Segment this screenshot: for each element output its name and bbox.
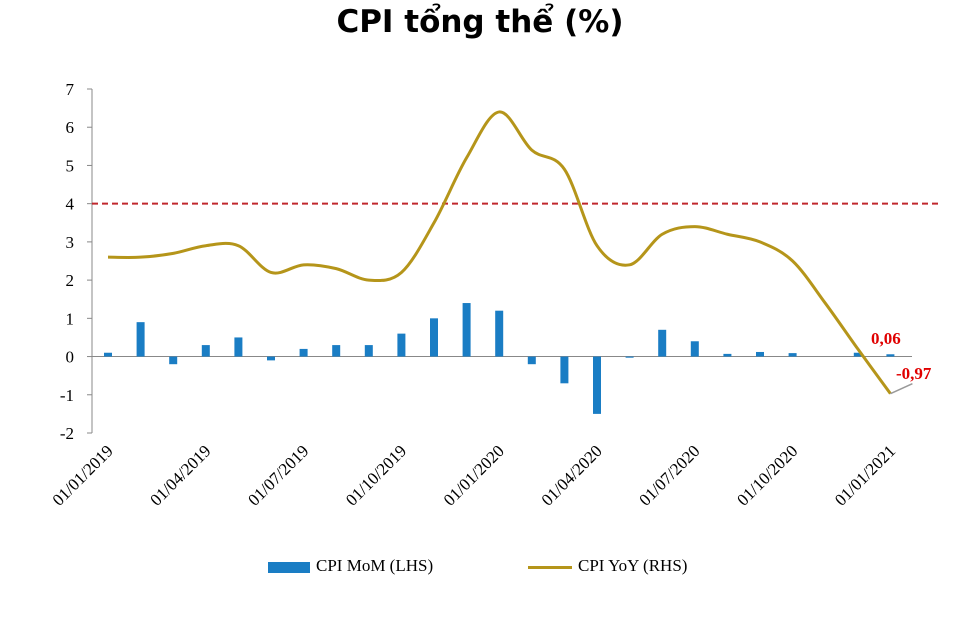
bar-mom — [495, 310, 504, 357]
y-tick-label: 4 — [66, 195, 75, 214]
bar-mom — [756, 351, 764, 357]
bar-mom — [658, 329, 667, 357]
chart-title: CPI tổng thể (%) — [336, 4, 624, 40]
bar-mom — [723, 353, 732, 357]
bar-mom — [299, 348, 308, 357]
bar-mom — [136, 322, 145, 357]
y-tick-label: 5 — [66, 156, 75, 175]
bar-mom — [332, 345, 341, 357]
y-tick-label: 1 — [66, 309, 75, 328]
x-tick-label: 01/01/2019 — [49, 441, 117, 509]
annotation-yoy-last: -0,97 — [896, 364, 932, 383]
bar-mom — [560, 356, 569, 384]
chart-plot: 7 6 5 4 3 2 1 0 -1 -201/01/2019 01/04/2019 01/07/20… — [49, 80, 940, 510]
y-tick-label: 6 — [66, 118, 75, 137]
bar-mom — [169, 356, 178, 365]
y-tick-label: 3 — [66, 233, 75, 252]
bar-mom — [788, 353, 797, 357]
x-tick-label: 01/04/2020 — [538, 441, 606, 509]
bar-mom — [201, 345, 210, 357]
bar-mom — [104, 352, 112, 357]
legend-item-yoy: CPI YoY (RHS) — [528, 556, 687, 576]
bar-mom — [462, 303, 471, 357]
bar-mom — [234, 337, 243, 357]
x-tick-label: 01/01/2020 — [440, 441, 508, 509]
bar-mom — [527, 356, 536, 365]
bar-mom — [593, 356, 601, 414]
y-tick-label: -1 — [60, 386, 74, 405]
bar-mom — [853, 352, 862, 357]
legend-swatch-yoy — [528, 565, 572, 569]
x-tick-label: 01/10/2019 — [342, 441, 410, 509]
legend-item-mom: CPI MoM (LHS) — [268, 556, 433, 576]
y-tick-label: 0 — [66, 348, 75, 367]
annotation-mom-last: 0,06 — [871, 329, 901, 348]
legend-label-yoy: CPI YoY (RHS) — [578, 556, 688, 575]
y-tick-label: -2 — [60, 424, 74, 443]
x-tick-label: 01/10/2020 — [733, 441, 801, 509]
x-tick-label: 01/07/2020 — [635, 441, 703, 509]
bar-mom — [430, 318, 438, 357]
legend-label-mom: CPI MoM (LHS) — [316, 556, 434, 575]
legend-swatch-mom — [268, 561, 310, 573]
y-tick-label: 7 — [66, 80, 75, 99]
x-tick-label: 01/07/2019 — [244, 441, 312, 509]
bar-mom — [886, 354, 895, 357]
bar-mom — [690, 341, 699, 357]
x-tick-label: 01/04/2019 — [146, 441, 214, 509]
bar-mom — [267, 356, 275, 361]
line-yoy — [107, 110, 892, 395]
bar-mom — [397, 333, 406, 357]
x-tick-label: 01/01/2021 — [831, 441, 899, 509]
y-tick-label: 2 — [66, 271, 75, 290]
bar-mom — [364, 345, 373, 357]
annotation-leader — [890, 382, 913, 395]
bar-mom — [625, 356, 634, 358]
